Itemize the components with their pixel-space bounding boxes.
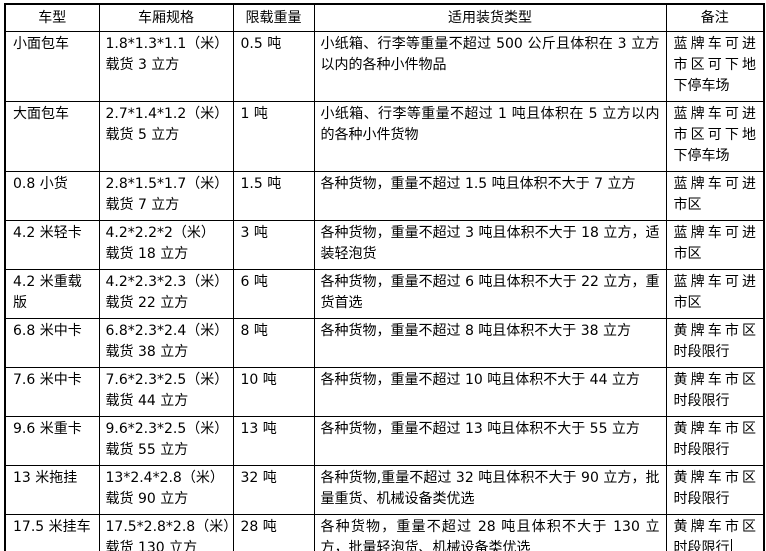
- cell-limit[interactable]: 1 吨: [232, 101, 315, 172]
- note-text: 蓝牌车可进市区: [673, 176, 757, 213]
- table-row: 7.6 米中卡 7.6*2.3*2.5（米） 载货 44 立方 10 吨各种货物，重量…: [4, 367, 765, 417]
- cell-type[interactable]: 6.8 米中卡: [4, 318, 100, 368]
- cell-spec[interactable]: 13*2.4*2.8（米） 载货 90 立方: [98, 465, 234, 515]
- spec-line: 载货 44 立方: [105, 393, 189, 409]
- cell-note[interactable]: 蓝牌车可进市区: [665, 269, 765, 319]
- cell-limit[interactable]: 3 吨: [232, 220, 315, 270]
- table-body: 小面包车 1.8*1.3*1.1（米） 载货 3 立方 0.5 吨小纸箱、行李等重量不…: [4, 31, 765, 551]
- cell-note[interactable]: 黄牌车市区时段限行: [665, 318, 765, 368]
- header-cargo-type[interactable]: 适用装货类型: [313, 3, 667, 32]
- cell-type[interactable]: 4.2 米轻卡: [4, 220, 100, 270]
- table-row: 9.6 米重卡 9.6*2.3*2.5（米） 载货 55 立方 13 吨各种货物，重量…: [4, 416, 765, 466]
- table-row: 大面包车 2.7*1.4*1.2（米） 载货 5 立方 1 吨小纸箱、行李等重量不超过…: [4, 101, 765, 172]
- cell-spec[interactable]: 7.6*2.3*2.5（米） 载货 44 立方: [98, 367, 234, 417]
- header-row: 车型 车厢规格 限载重量 适用装货类型 备注: [4, 3, 765, 32]
- cell-limit[interactable]: 8 吨: [232, 318, 315, 368]
- cell-cargo[interactable]: 各种货物,重量不超过 32 吨且体积不大于 90 立方，批量重货、机械设备类优选: [313, 465, 667, 515]
- note-text: 蓝牌车可进市区: [673, 274, 757, 311]
- cell-spec[interactable]: 17.5*2.8*2.8（米） 载货 130 立方: [98, 514, 234, 551]
- cell-note[interactable]: 黄牌车市区时段限行: [665, 416, 765, 466]
- spec-line: 17.5*2.8*2.8（米）: [105, 519, 233, 535]
- table-row: 4.2 米轻卡 4.2*2.2*2（米） 载货 18 立方 3 吨各种货物，重量不超过…: [4, 220, 765, 270]
- cell-limit[interactable]: 1.5 吨: [232, 171, 315, 221]
- note-text: 黄牌车市区时段限行: [673, 372, 757, 409]
- spec-line: 2.8*1.5*1.7（米）: [105, 176, 229, 192]
- table-row: 小面包车 1.8*1.3*1.1（米） 载货 3 立方 0.5 吨小纸箱、行李等重量不…: [4, 31, 765, 102]
- note-text: 黄牌车市区时段限行: [673, 519, 757, 551]
- spec-line: 载货 5 立方: [105, 127, 180, 143]
- cell-type[interactable]: 7.6 米中卡: [4, 367, 100, 417]
- cell-spec[interactable]: 2.8*1.5*1.7（米） 载货 7 立方: [98, 171, 234, 221]
- cell-note[interactable]: 蓝牌车可进市区可下地下停车场: [665, 31, 765, 102]
- cell-cargo[interactable]: 各种货物，重量不超过 13 吨且体积不大于 55 立方: [313, 416, 667, 466]
- spec-line: 载货 18 立方: [105, 246, 189, 262]
- spec-line: 2.7*1.4*1.2（米）: [105, 106, 229, 122]
- table-row: 13 米拖挂 13*2.4*2.8（米） 载货 90 立方 32 吨各种货物,重量不超…: [4, 465, 765, 515]
- cell-cargo[interactable]: 各种货物，重量不超过 28 吨且体积不大于 130 立方，批量轻泡货、机械设备类…: [313, 514, 667, 551]
- table-row: 0.8 小货 2.8*1.5*1.7（米） 载货 7 立方 1.5 吨各种货物，重量不…: [4, 171, 765, 221]
- spec-line: 载货 55 立方: [105, 442, 189, 458]
- cell-note[interactable]: 蓝牌车可进市区可下地下停车场: [665, 101, 765, 172]
- cell-spec[interactable]: 9.6*2.3*2.5（米） 载货 55 立方: [98, 416, 234, 466]
- cell-type[interactable]: 大面包车: [4, 101, 100, 172]
- header-vehicle-type[interactable]: 车型: [4, 3, 100, 32]
- table-row: 17.5 米挂车 17.5*2.8*2.8（米） 载货 130 立方 28 吨各种货物…: [4, 514, 765, 551]
- spec-line: 6.8*2.3*2.4（米）: [105, 323, 229, 339]
- cell-spec[interactable]: 2.7*1.4*1.2（米） 载货 5 立方: [98, 101, 234, 172]
- cell-note[interactable]: 黄牌车市区时段限行: [665, 514, 765, 551]
- table-row: 4.2 米重载版 4.2*2.3*2.3（米） 载货 22 立方 6 吨各种货物，重量…: [4, 269, 765, 319]
- spec-line: 9.6*2.3*2.5（米）: [105, 421, 229, 437]
- cell-limit[interactable]: 6 吨: [232, 269, 315, 319]
- vehicle-cargo-table: 车型 车厢规格 限载重量 适用装货类型 备注 小面包车 1.8*1.3*1.1（米…: [4, 3, 765, 551]
- cell-spec[interactable]: 4.2*2.3*2.3（米） 载货 22 立方: [98, 269, 234, 319]
- cell-limit[interactable]: 13 吨: [232, 416, 315, 466]
- cell-limit[interactable]: 10 吨: [232, 367, 315, 417]
- spec-line: 载货 38 立方: [105, 344, 189, 360]
- spec-line: 载货 3 立方: [105, 57, 180, 73]
- header-load-limit[interactable]: 限载重量: [232, 3, 315, 32]
- spec-line: 载货 22 立方: [105, 295, 189, 311]
- cell-cargo[interactable]: 各种货物，重量不超过 10 吨且体积不大于 44 立方: [313, 367, 667, 417]
- cell-limit[interactable]: 0.5 吨: [232, 31, 315, 102]
- table-row: 6.8 米中卡 6.8*2.3*2.4（米） 载货 38 立方 8 吨各种货物，重量不…: [4, 318, 765, 368]
- spec-line: 1.8*1.3*1.1（米）: [105, 36, 229, 52]
- cell-type[interactable]: 17.5 米挂车: [4, 514, 100, 551]
- cell-note[interactable]: 黄牌车市区时段限行: [665, 465, 765, 515]
- cell-type[interactable]: 小面包车: [4, 31, 100, 102]
- spec-line: 载货 7 立方: [105, 197, 180, 213]
- header-remark[interactable]: 备注: [665, 3, 765, 32]
- header-box-spec[interactable]: 车厢规格: [98, 3, 234, 32]
- cell-spec[interactable]: 6.8*2.3*2.4（米） 载货 38 立方: [98, 318, 234, 368]
- cell-type[interactable]: 9.6 米重卡: [4, 416, 100, 466]
- note-text: 黄牌车市区时段限行: [673, 323, 757, 360]
- cell-note[interactable]: 蓝牌车可进市区: [665, 220, 765, 270]
- cell-spec[interactable]: 4.2*2.2*2（米） 载货 18 立方: [98, 220, 234, 270]
- note-text: 黄牌车市区时段限行: [673, 421, 757, 458]
- spec-line: 载货 90 立方: [105, 491, 189, 507]
- cell-cargo[interactable]: 各种货物，重量不超过 1.5 吨且体积不大于 7 立方: [313, 171, 667, 221]
- spec-line: 13*2.4*2.8（米）: [105, 470, 224, 486]
- cell-note[interactable]: 黄牌车市区时段限行: [665, 367, 765, 417]
- text-cursor: [730, 539, 732, 551]
- cell-cargo[interactable]: 小纸箱、行李等重量不超过 1 吨且体积在 5 立方以内的各种小件货物: [313, 101, 667, 172]
- cell-type[interactable]: 13 米拖挂: [4, 465, 100, 515]
- spec-line: 4.2*2.2*2（米）: [105, 225, 215, 241]
- note-text: 蓝牌车可进市区可下地下停车场: [673, 106, 757, 164]
- note-text: 蓝牌车可进市区: [673, 225, 757, 262]
- note-text: 蓝牌车可进市区可下地下停车场: [673, 36, 757, 94]
- cell-limit[interactable]: 28 吨: [232, 514, 315, 551]
- cell-type[interactable]: 4.2 米重载版: [4, 269, 100, 319]
- note-text: 黄牌车市区时段限行: [673, 470, 757, 507]
- cell-spec[interactable]: 1.8*1.3*1.1（米） 载货 3 立方: [98, 31, 234, 102]
- cell-cargo[interactable]: 各种货物，重量不超过 6 吨且体积不大于 22 立方，重货首选: [313, 269, 667, 319]
- cell-note[interactable]: 蓝牌车可进市区: [665, 171, 765, 221]
- cell-cargo[interactable]: 各种货物，重量不超过 3 吨且体积不大于 18 立方，适装轻泡货: [313, 220, 667, 270]
- spec-line: 7.6*2.3*2.5（米）: [105, 372, 229, 388]
- cell-limit[interactable]: 32 吨: [232, 465, 315, 515]
- spec-line: 4.2*2.3*2.3（米）: [105, 274, 229, 290]
- cell-cargo[interactable]: 各种货物，重量不超过 8 吨且体积不大于 38 立方: [313, 318, 667, 368]
- cell-cargo[interactable]: 小纸箱、行李等重量不超过 500 公斤且体积在 3 立方以内的各种小件物品: [313, 31, 667, 102]
- spec-line: 载货 130 立方: [105, 540, 198, 551]
- cell-type[interactable]: 0.8 小货: [4, 171, 100, 221]
